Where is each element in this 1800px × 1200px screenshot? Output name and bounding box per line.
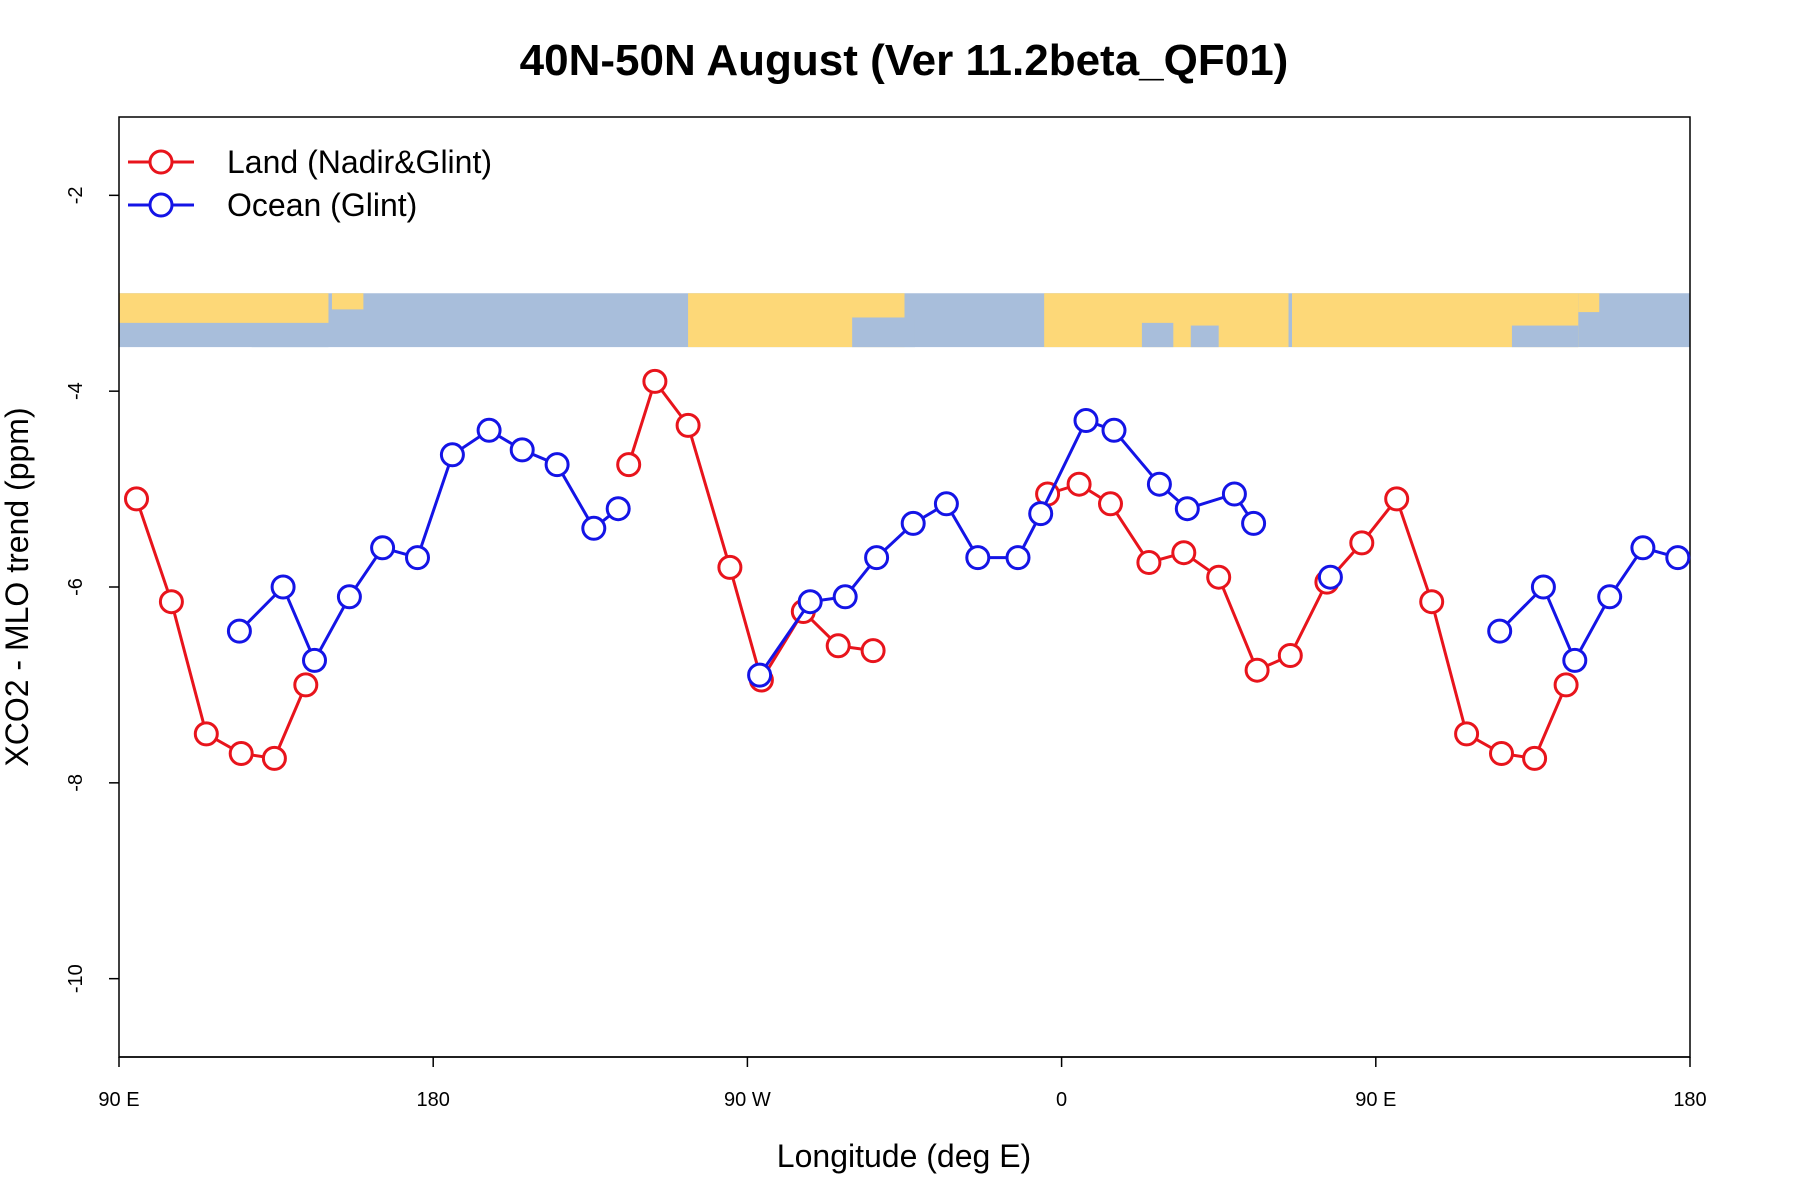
series-land: [124, 368, 1579, 771]
data-point: [717, 554, 743, 580]
data-point: [1277, 643, 1303, 668]
data-point: [1522, 745, 1548, 771]
data-point: [1171, 540, 1197, 566]
legend-swatch-land-marker: [148, 149, 174, 175]
data-point: [832, 584, 858, 610]
data-point: [1244, 657, 1270, 683]
x-tick-label: 90 E: [98, 1089, 139, 1111]
data-point: [193, 721, 219, 747]
y-tick-label: -2: [65, 186, 87, 204]
data-point: [293, 672, 319, 698]
data-point: [370, 535, 396, 561]
data-point: [825, 633, 851, 659]
data-point: [509, 437, 535, 463]
data-point: [302, 647, 327, 673]
map-inlet: [852, 317, 915, 348]
data-point: [747, 662, 773, 688]
data-point: [158, 589, 184, 615]
data-point: [1221, 481, 1247, 507]
data-point: [642, 368, 668, 394]
x-tick-label: 0: [1056, 1089, 1067, 1111]
y-tick-label: -10: [65, 964, 87, 993]
y-tick-label: -8: [65, 774, 87, 792]
data-point: [797, 589, 823, 615]
x-tick-label: 90 E: [1355, 1089, 1396, 1111]
x-tick-label: 90 W: [724, 1089, 771, 1111]
data-point: [581, 515, 607, 541]
data-point: [864, 545, 890, 571]
series-line: [1498, 546, 1679, 664]
series-ocean: [226, 408, 1691, 688]
data-point: [226, 618, 252, 644]
data-point: [933, 491, 959, 517]
map-inlet: [1190, 325, 1219, 348]
data-point: [965, 545, 991, 571]
data-point: [1206, 564, 1232, 590]
map-inlet: [251, 325, 329, 348]
data-point: [1174, 496, 1200, 522]
map-land-block: [119, 293, 329, 323]
data-point: [124, 486, 149, 512]
data-point: [1146, 471, 1172, 497]
data-point: [605, 496, 631, 522]
data-point: [1073, 408, 1099, 433]
data-point: [1317, 564, 1343, 590]
map-strip: [119, 293, 1690, 348]
data-point: [1136, 550, 1162, 575]
data-point: [1487, 618, 1513, 644]
legend-label-ocean: Ocean (Glint): [227, 187, 417, 223]
data-point: [336, 584, 362, 610]
data-point: [405, 545, 430, 571]
data-point: [1530, 574, 1556, 600]
map-land-block: [331, 293, 364, 310]
data-point: [1349, 530, 1375, 556]
x-tick-label: 180: [1673, 1089, 1706, 1111]
x-axis: 90 E 180 90 W 0 90 E 180: [98, 1056, 1707, 1111]
x-tick-label: 180: [417, 1089, 450, 1111]
series-layer: [124, 368, 1691, 771]
legend-swatch-ocean-marker: [148, 192, 174, 218]
data-point: [616, 452, 642, 478]
data-point: [1665, 545, 1691, 571]
data-point: [439, 442, 465, 468]
data-point: [675, 412, 701, 438]
data-point: [270, 574, 296, 600]
data-point: [900, 510, 926, 536]
map-inlet: [1141, 322, 1174, 348]
data-point: [1630, 535, 1656, 561]
data-point: [261, 745, 287, 771]
legend: Land (Nadir&Glint) Ocean (Glint): [128, 144, 492, 223]
data-point: [1241, 510, 1267, 536]
legend-item-land: Land (Nadir&Glint): [128, 144, 492, 180]
data-point: [1597, 584, 1623, 610]
y-tick-label: -6: [65, 578, 87, 596]
legend-label-land: Land (Nadir&Glint): [227, 144, 492, 180]
data-point: [1066, 471, 1092, 497]
data-point: [1553, 672, 1579, 698]
data-point: [544, 452, 570, 478]
series-line: [135, 498, 308, 761]
data-point: [1005, 545, 1031, 571]
data-point: [860, 638, 886, 664]
data-point: [1384, 486, 1410, 512]
y-tick-label: -4: [65, 382, 87, 400]
chart-title: 40N-50N August (Ver 11.2beta_QF01): [520, 36, 1289, 85]
map-land-block: [1578, 293, 1600, 313]
data-point: [228, 741, 254, 766]
data-point: [1562, 647, 1588, 673]
legend-item-ocean: Ocean (Glint): [128, 187, 417, 223]
data-point: [1101, 417, 1127, 443]
data-point: [1489, 741, 1514, 766]
series-line: [1047, 482, 1568, 761]
data-point: [1028, 501, 1054, 527]
data-point: [1419, 589, 1445, 615]
map-inlet: [1511, 325, 1579, 348]
x-axis-label: Longitude (deg E): [777, 1138, 1031, 1174]
data-point: [1454, 721, 1480, 747]
y-axis-label: XCO2 - MLO trend (ppm): [0, 407, 35, 766]
y-axis: -2 -4 -6 -8 -10: [65, 186, 119, 993]
data-point: [1098, 491, 1123, 517]
data-point: [476, 417, 502, 443]
